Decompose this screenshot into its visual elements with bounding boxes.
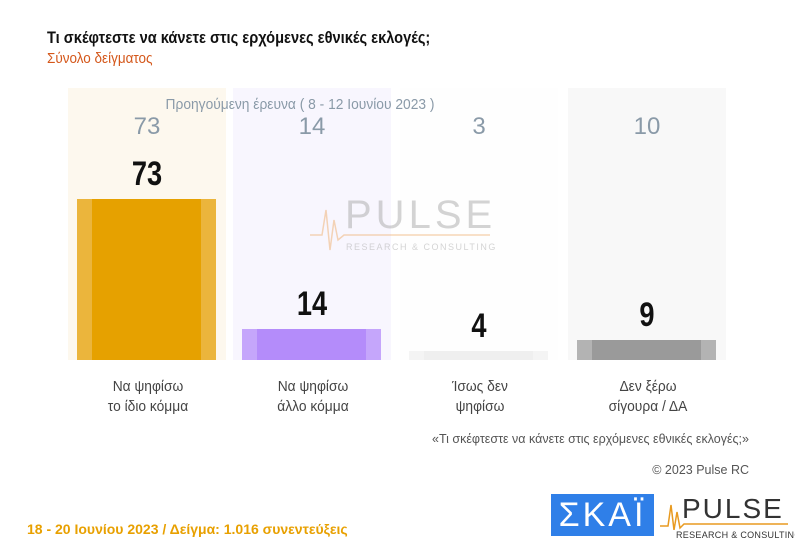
pulse-logo: PULSE — [660, 493, 788, 530]
bar-core — [424, 351, 533, 360]
bar-core — [92, 199, 201, 360]
copyright: © 2023 Pulse RC — [652, 463, 749, 477]
pulse-watermark: PULSE RESEARCH & CONSULTING — [310, 193, 497, 252]
bar-core — [592, 340, 701, 360]
value-label: 4 — [471, 307, 487, 346]
skai-logo: ΣΚΑΪ — [551, 494, 654, 536]
chart-subtitle: Σύνολο δείγματος — [47, 50, 153, 67]
bar — [242, 329, 381, 360]
bar-core — [257, 329, 366, 360]
question-footnote: «Τι σκέφτεστε να κάνετε στις ερχόμενες ε… — [432, 432, 749, 446]
previous-value-label: 14 — [298, 113, 326, 140]
category-label: Ίσως δεν ψηφίσω — [452, 378, 508, 415]
column-background — [233, 88, 391, 360]
value-label: 9 — [639, 296, 655, 335]
svg-text:RESEARCH & CONSULTING: RESEARCH & CONSULTING — [346, 242, 497, 252]
previous-value-label: 3 — [472, 113, 486, 140]
value-label: 14 — [296, 285, 328, 324]
bar — [577, 340, 716, 360]
previous-value-label: 73 — [133, 113, 161, 140]
bar — [77, 199, 216, 360]
sample-info: 18 - 20 Ιουνίου 2023 / Δείγμα: 1.016 συν… — [27, 521, 348, 537]
svg-text:PULSE: PULSE — [345, 193, 496, 237]
category-label: Δεν ξέρω σίγουρα / ΔΑ — [608, 378, 688, 415]
bar — [409, 351, 548, 360]
pulse-logo-text: PULSE — [682, 493, 784, 524]
category-label: Να ψηφίσω το ίδιο κόμμα — [107, 378, 189, 415]
column-background — [400, 88, 558, 360]
previous-value-label: 10 — [633, 113, 661, 140]
skai-logo-text: ΣΚΑΪ — [558, 496, 647, 534]
previous-survey-label: Προηγούμενη έρευνα ( 8 - 12 Ιουνίου 2023… — [165, 96, 435, 113]
column-background — [568, 88, 726, 360]
value-label: 73 — [131, 155, 163, 194]
chart-title: Τι σκέφτεστε να κάνετε στις ερχόμενες εθ… — [47, 28, 431, 47]
pulse-logo-tagline: RESEARCH & CONSULTING — [676, 530, 795, 540]
category-label: Να ψηφίσω άλλο κόμμα — [277, 378, 349, 415]
